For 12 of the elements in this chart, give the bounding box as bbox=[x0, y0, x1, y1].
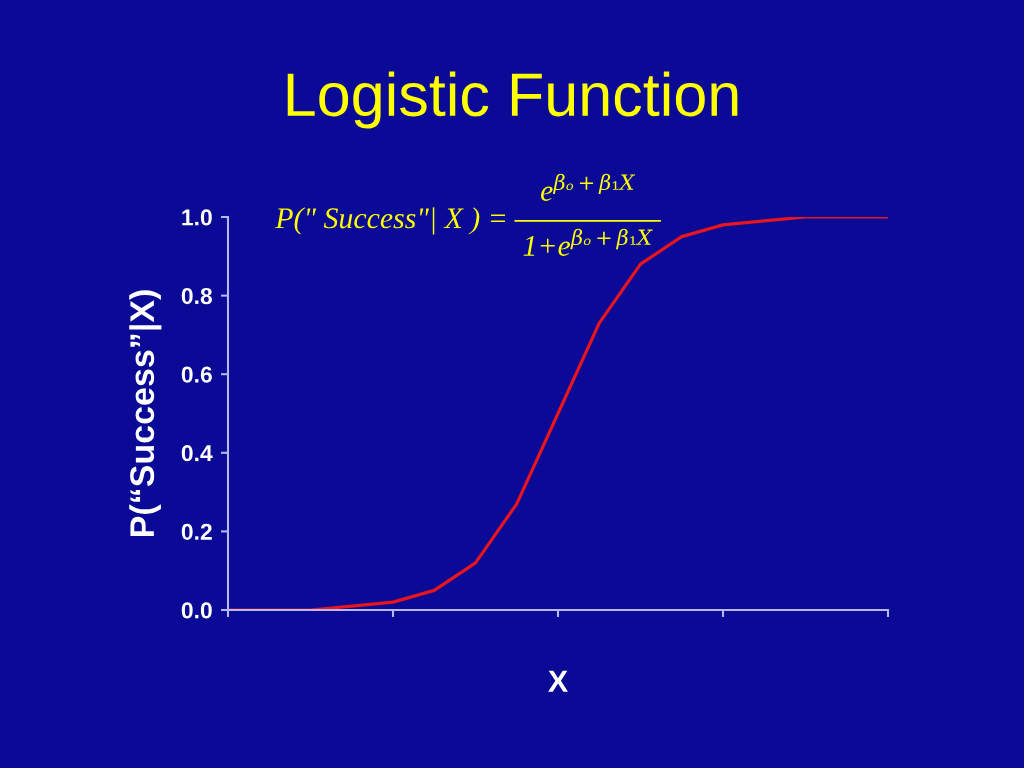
annotation: P(" Success"| X ) = bbox=[275, 207, 505, 235]
x-axis-title: X bbox=[548, 670, 568, 692]
annotation: 1+e$^{βₒ+β₁X}$ bbox=[523, 228, 653, 256]
y-tick-label: 1.0 bbox=[182, 209, 212, 226]
y-tick-label: 0.6 bbox=[181, 366, 212, 383]
y-tick-label: 0.8 bbox=[181, 287, 213, 305]
y-tick-label: 0.2 bbox=[181, 523, 212, 540]
y-tick-label: 0.4 bbox=[181, 445, 213, 462]
y-axis-title: P(“Success”|X) bbox=[129, 290, 162, 537]
chart-title: Logistic Function bbox=[287, 71, 738, 129]
text: e$^{βₒ+β₁X}$ bbox=[540, 173, 636, 201]
y-tick-label: 0.0 bbox=[181, 602, 212, 619]
